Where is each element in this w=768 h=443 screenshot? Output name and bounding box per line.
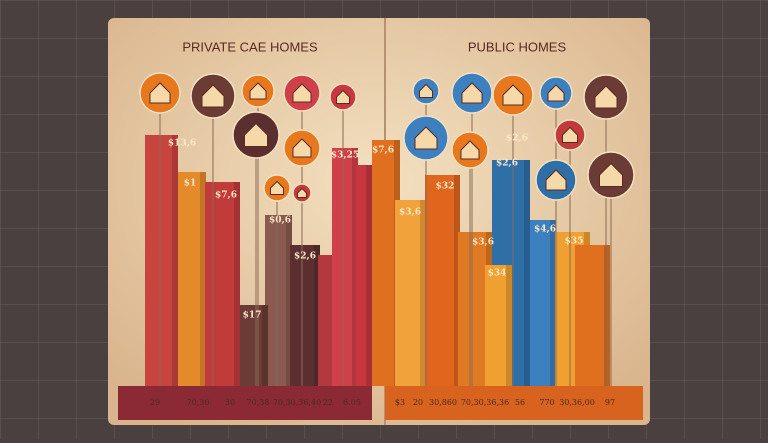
bar-shade (506, 265, 512, 386)
bar-label: $3,25 (331, 151, 359, 161)
bar-label: $7,6 (372, 146, 394, 156)
house (297, 187, 307, 198)
axis-label: 770 (539, 398, 554, 407)
house (201, 84, 225, 108)
bar-shade (366, 165, 372, 386)
bar-label: $32 (436, 182, 455, 192)
axis-label: 29 (150, 398, 160, 407)
house (414, 126, 438, 150)
bar-shade (314, 245, 320, 386)
bar (178, 172, 206, 386)
axis-label: 30 (225, 398, 235, 407)
house (149, 82, 171, 104)
bar-label: $7,6 (215, 191, 237, 201)
axis-label: 70,30 (187, 398, 210, 407)
house (244, 122, 268, 147)
bar-label: $4,6 (534, 225, 556, 235)
house (545, 169, 567, 191)
house (502, 84, 524, 106)
bar (240, 305, 268, 386)
panel-title: PRIVATE CAE HOMES (182, 39, 318, 54)
house (336, 89, 350, 104)
house (270, 180, 284, 195)
axis-strip-left (118, 386, 372, 420)
bar (356, 165, 372, 386)
bar-shade (524, 160, 530, 386)
bar-shade (262, 305, 268, 386)
bar (145, 135, 178, 386)
bar-label: $1 (184, 179, 197, 189)
bar-shade (234, 182, 240, 386)
bar-shade (550, 220, 556, 386)
house (292, 138, 312, 158)
house (547, 84, 565, 102)
bar (265, 215, 292, 386)
bar-label: $3,6 (399, 208, 421, 218)
axis-label: 56 (515, 398, 525, 407)
house (461, 82, 483, 104)
bar-label: $2,6 (506, 134, 528, 144)
house (599, 162, 623, 187)
panel-title: PUBLIC HOMES (468, 39, 567, 54)
axis-strip-right (385, 386, 643, 420)
bar-shade (172, 135, 178, 386)
house (249, 82, 267, 100)
bar-shade (604, 245, 610, 386)
bar (425, 175, 460, 386)
bar-label: $0,6 (269, 216, 291, 226)
bar-label: $3,6 (472, 238, 494, 248)
bar (332, 148, 358, 386)
bar (530, 220, 556, 386)
axis-label: 6.05 (343, 398, 361, 407)
axis-label: 30,860 (429, 398, 457, 407)
axis-label: 70,38 (247, 398, 270, 407)
bar-shade (454, 175, 460, 386)
axis-label: 30,36,00 (559, 398, 595, 407)
bar (575, 245, 610, 386)
bar-shade (352, 148, 358, 386)
bar-shade (286, 215, 292, 386)
house (594, 85, 618, 109)
house (460, 140, 480, 160)
bar-label: $13,6 (168, 139, 196, 149)
axis-label: 70,30,36,36 (461, 398, 509, 407)
axis-label: 70,30,36,40 (273, 398, 321, 407)
bar-label: $35 (565, 237, 584, 247)
bar-label: $2,6 (496, 159, 518, 169)
bar-label: $17 (243, 311, 262, 321)
bar-label: $2,6 (294, 252, 316, 262)
house (292, 83, 312, 103)
house (562, 126, 578, 143)
bar (290, 245, 320, 386)
axis-label: 97 (605, 398, 615, 407)
bar-shade (200, 172, 206, 386)
bar (395, 200, 426, 386)
axis-label: 20 (413, 398, 423, 407)
axis-label: 22 (323, 398, 333, 407)
axis-label: $3 (395, 398, 405, 407)
bar-shade (420, 200, 426, 386)
bar-label: $34 (488, 269, 507, 279)
house (419, 83, 433, 98)
bar (485, 265, 512, 386)
bar (205, 182, 240, 386)
